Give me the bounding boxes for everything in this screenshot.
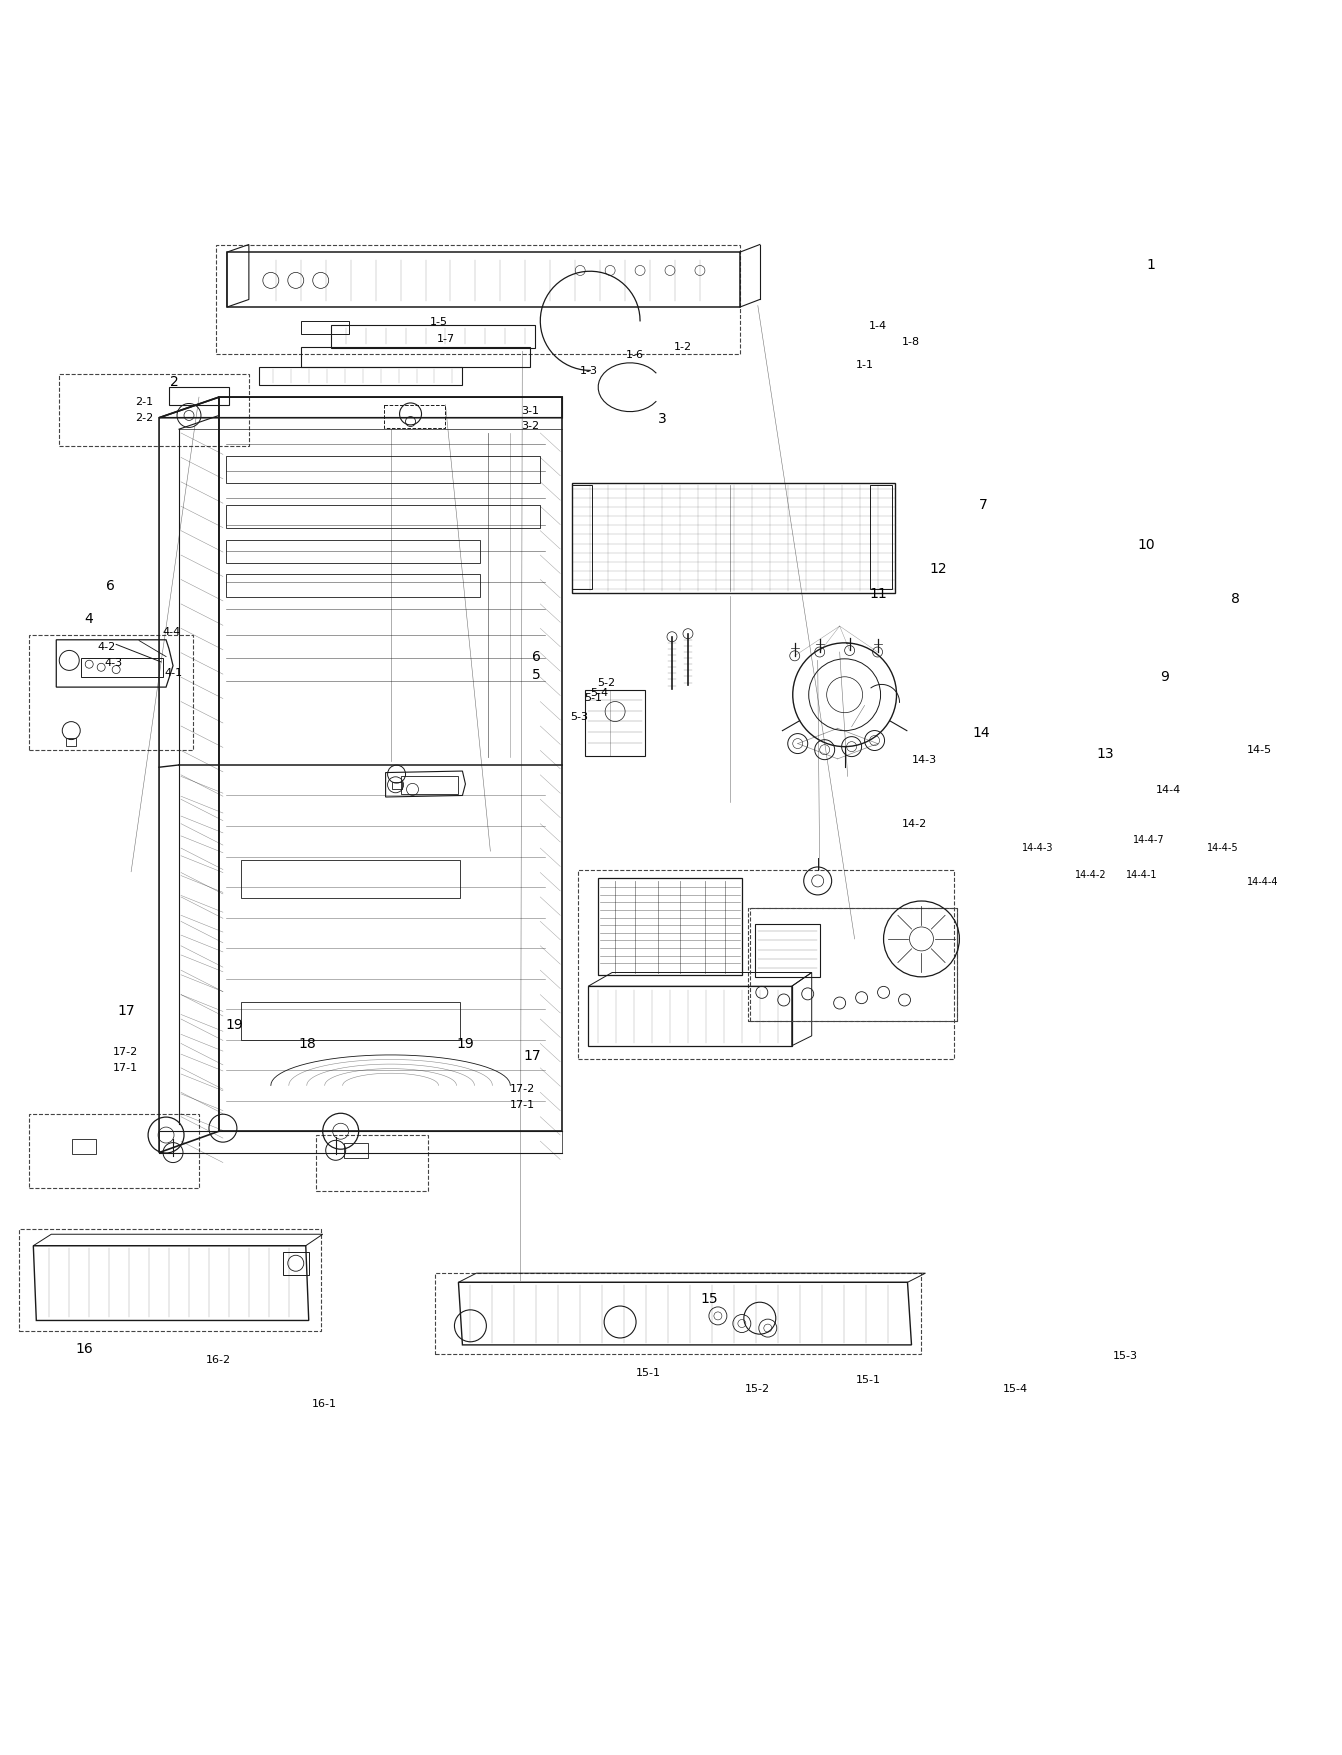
Bar <box>747 909 957 1021</box>
Text: 1-6: 1-6 <box>625 351 643 360</box>
Text: 5-1: 5-1 <box>584 693 603 704</box>
Text: 2: 2 <box>170 376 178 390</box>
Text: 1-7: 1-7 <box>436 333 455 344</box>
Text: 1-8: 1-8 <box>902 337 919 347</box>
Text: 15-1: 15-1 <box>856 1374 880 1385</box>
Text: 16-2: 16-2 <box>207 1355 231 1365</box>
Bar <box>750 909 957 1021</box>
Text: 19: 19 <box>225 1018 243 1032</box>
Text: 9: 9 <box>1159 670 1169 684</box>
Text: 4-2: 4-2 <box>98 642 115 653</box>
Text: 17: 17 <box>118 1004 136 1018</box>
Text: 17-2: 17-2 <box>113 1046 138 1057</box>
Text: 1-5: 1-5 <box>429 316 448 326</box>
Text: 19: 19 <box>456 1037 475 1051</box>
Text: 3-1: 3-1 <box>521 407 539 416</box>
Text: 11: 11 <box>870 586 887 600</box>
Bar <box>216 244 739 355</box>
Text: 14-4-7: 14-4-7 <box>1133 835 1165 844</box>
Text: 1: 1 <box>1146 258 1155 272</box>
Text: 1-4: 1-4 <box>870 321 887 330</box>
Text: 17-1: 17-1 <box>510 1100 535 1111</box>
Bar <box>19 1228 321 1330</box>
Text: 16-1: 16-1 <box>313 1399 337 1409</box>
Bar <box>59 374 248 446</box>
Text: 6: 6 <box>106 579 114 593</box>
Text: 3-2: 3-2 <box>521 421 539 432</box>
Text: 14-5: 14-5 <box>1247 746 1272 755</box>
Text: 4-3: 4-3 <box>105 658 122 669</box>
Text: 1-3: 1-3 <box>580 367 599 376</box>
Text: 5-4: 5-4 <box>590 688 609 698</box>
Text: 1-1: 1-1 <box>856 360 874 370</box>
Text: 14-4-3: 14-4-3 <box>1021 842 1053 853</box>
Bar <box>30 635 193 749</box>
Text: 14-4-4: 14-4-4 <box>1247 876 1279 886</box>
Text: 10: 10 <box>1137 539 1154 553</box>
Text: 1-2: 1-2 <box>674 342 692 353</box>
Text: 15-1: 15-1 <box>636 1367 662 1378</box>
Text: 15-4: 15-4 <box>1002 1385 1028 1393</box>
Text: 4-1: 4-1 <box>165 667 183 677</box>
Text: 2-1: 2-1 <box>136 397 153 407</box>
Text: 14-4-1: 14-4-1 <box>1126 870 1158 879</box>
Text: 15-2: 15-2 <box>745 1385 770 1393</box>
Bar <box>436 1272 922 1355</box>
Text: 5-2: 5-2 <box>597 679 616 688</box>
Text: 14-4-5: 14-4-5 <box>1206 842 1239 853</box>
Text: 7: 7 <box>980 498 988 512</box>
Bar <box>578 870 954 1058</box>
Text: 2-2: 2-2 <box>136 412 153 423</box>
Text: 14-4-2: 14-4-2 <box>1075 870 1107 879</box>
Text: 5-3: 5-3 <box>570 713 589 721</box>
Text: 17-2: 17-2 <box>510 1085 535 1093</box>
Text: 4: 4 <box>85 612 93 627</box>
Text: 17: 17 <box>523 1049 541 1062</box>
Text: 16: 16 <box>75 1343 93 1357</box>
Text: 15: 15 <box>701 1292 718 1306</box>
Text: 14-4: 14-4 <box>1155 786 1181 795</box>
Text: 4-4: 4-4 <box>162 628 180 637</box>
Text: 8: 8 <box>1231 591 1240 605</box>
Text: 3: 3 <box>658 412 667 426</box>
Text: 18: 18 <box>299 1037 317 1051</box>
Text: 14-2: 14-2 <box>902 820 926 828</box>
Text: 6: 6 <box>531 649 541 663</box>
Text: 14: 14 <box>973 727 990 741</box>
Text: 5: 5 <box>531 669 541 683</box>
Text: 12: 12 <box>930 563 947 576</box>
Bar <box>315 1135 428 1190</box>
Text: 14-3: 14-3 <box>913 755 937 765</box>
Text: 15-3: 15-3 <box>1113 1351 1138 1360</box>
Bar <box>30 1114 199 1188</box>
Text: 13: 13 <box>1096 748 1114 762</box>
Text: 17-1: 17-1 <box>113 1064 138 1072</box>
